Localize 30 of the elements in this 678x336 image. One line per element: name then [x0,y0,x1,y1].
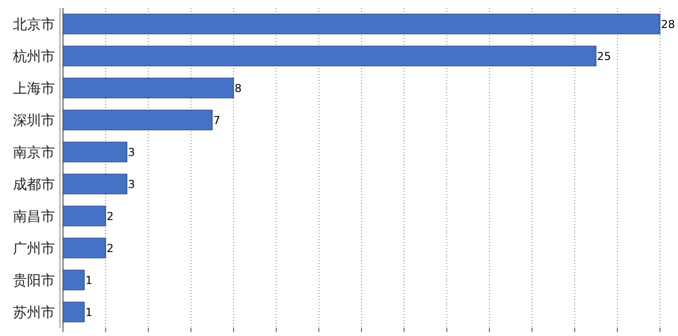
data-label: 8 [234,82,242,95]
bar [62,110,213,130]
data-label: 28 [661,18,675,31]
bar [62,174,128,194]
y-tick-label: 南京市 [13,145,55,161]
y-tick-label: 北京市 [13,17,55,33]
data-label: 1 [85,306,92,319]
data-label: 1 [85,274,92,287]
data-label: 25 [597,50,612,63]
y-tick-label: 贵阳市 [13,273,55,289]
bar [62,302,85,322]
y-tick-label: 苏州市 [13,305,55,321]
y-tick-label: 杭州市 [12,49,55,65]
bar [62,270,85,290]
y-tick-label: 成都市 [13,177,55,193]
y-tick-label: 广州市 [13,241,55,257]
data-label: 2 [106,210,114,223]
y-tick-label: 南昌市 [13,209,55,225]
data-label: 3 [128,146,135,159]
bar [62,46,596,66]
bar [62,238,106,258]
bar [62,206,106,226]
bar [62,78,234,98]
data-label: 3 [128,178,135,191]
y-tick-label: 深圳市 [13,113,55,129]
y-tick-label: 上海市 [13,81,55,97]
bar [62,142,128,162]
bar [62,14,660,34]
data-label: 2 [106,242,114,255]
data-label: 7 [213,114,220,127]
